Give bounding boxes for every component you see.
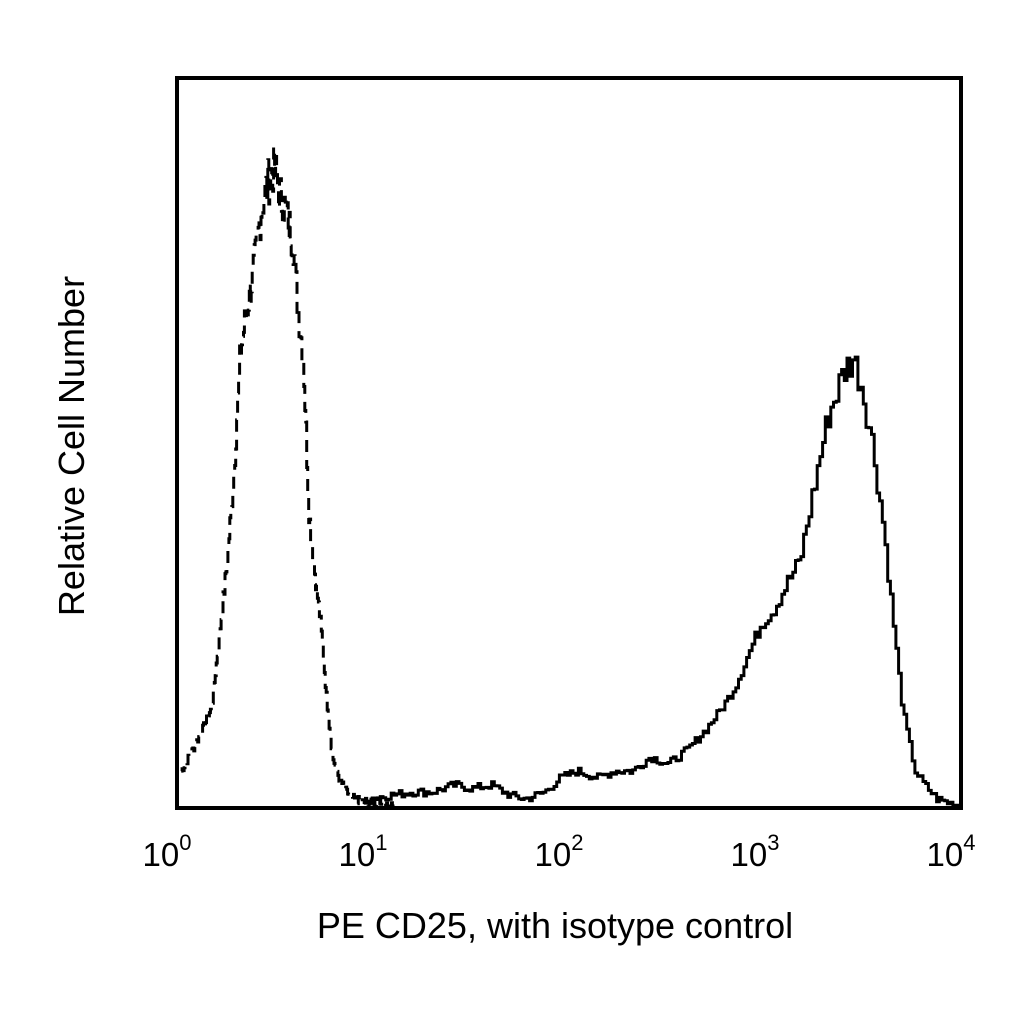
x-tick-label: 104 (927, 830, 976, 873)
x-tick-label: 102 (535, 830, 584, 873)
x-tick-label: 101 (339, 830, 388, 873)
x-tick-label: 103 (731, 830, 780, 873)
x-tick-label: 100 (143, 830, 192, 873)
series-layer (180, 145, 961, 808)
x-axis-label: PE CD25, with isotype control (317, 905, 793, 946)
pe-cd25-series (364, 355, 961, 808)
x-tick-labels: 100 101 102 103 104 (143, 830, 976, 873)
plot-frame (175, 76, 963, 810)
y-axis-label: Relative Cell Number (51, 276, 92, 616)
isotype-control-series (180, 145, 397, 808)
